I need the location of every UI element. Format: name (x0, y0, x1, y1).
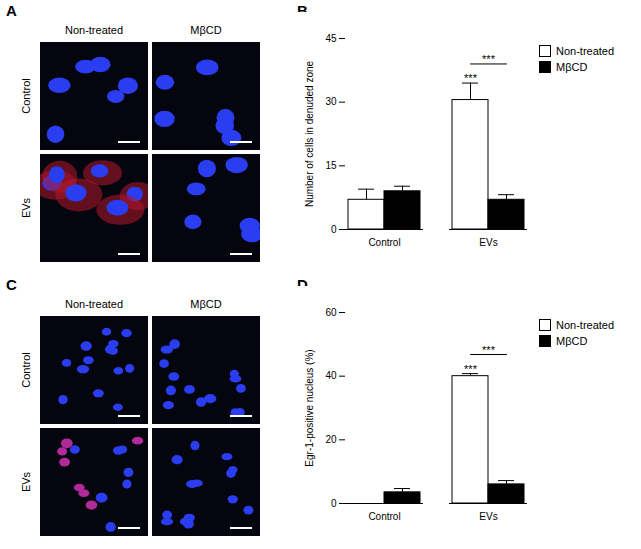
svg-text:15: 15 (325, 160, 337, 171)
svg-text:EVs: EVs (479, 511, 497, 522)
svg-text:***: *** (464, 363, 478, 375)
html-text:D: D (297, 276, 308, 293)
svg-text:***: *** (482, 344, 496, 356)
svg-text:A: A (6, 2, 17, 19)
html-text:Non-treated: Non-treated (556, 319, 615, 331)
svg-text:EVs: EVs (20, 197, 32, 218)
svg-text:0: 0 (331, 498, 337, 509)
svg-text:EVs: EVs (20, 471, 32, 492)
svg-text:30: 30 (325, 96, 337, 107)
html-text:MβCD: MβCD (556, 61, 588, 73)
svg-text:Control: Control (20, 352, 32, 387)
svg-text:60: 60 (325, 307, 337, 318)
svg-text:C: C (6, 276, 17, 293)
html-text:Non-treated: Non-treated (556, 45, 615, 57)
svg-text:Number of cells in denuded zon: Number of cells in denuded zone (304, 60, 315, 207)
html-text:B: B (297, 2, 308, 19)
svg-text:***: *** (464, 72, 478, 84)
svg-text:MβCD: MβCD (190, 298, 221, 310)
svg-text:EVs: EVs (479, 237, 497, 248)
svg-text:MβCD: MβCD (190, 24, 221, 36)
svg-text:***: *** (482, 53, 496, 65)
svg-text:Control: Control (20, 78, 32, 113)
svg-text:Non-treated: Non-treated (65, 298, 123, 310)
svg-text:Control: Control (368, 237, 400, 248)
svg-text:0: 0 (331, 224, 337, 235)
svg-text:Non-treated: Non-treated (65, 24, 123, 36)
svg-text:20: 20 (325, 434, 337, 445)
svg-text:40: 40 (325, 370, 337, 381)
svg-text:Control: Control (368, 511, 400, 522)
svg-text:Egr-1-positive nucleus (%): Egr-1-positive nucleus (%) (304, 349, 315, 466)
svg-text:45: 45 (325, 33, 337, 44)
html-text:MβCD: MβCD (556, 335, 588, 347)
